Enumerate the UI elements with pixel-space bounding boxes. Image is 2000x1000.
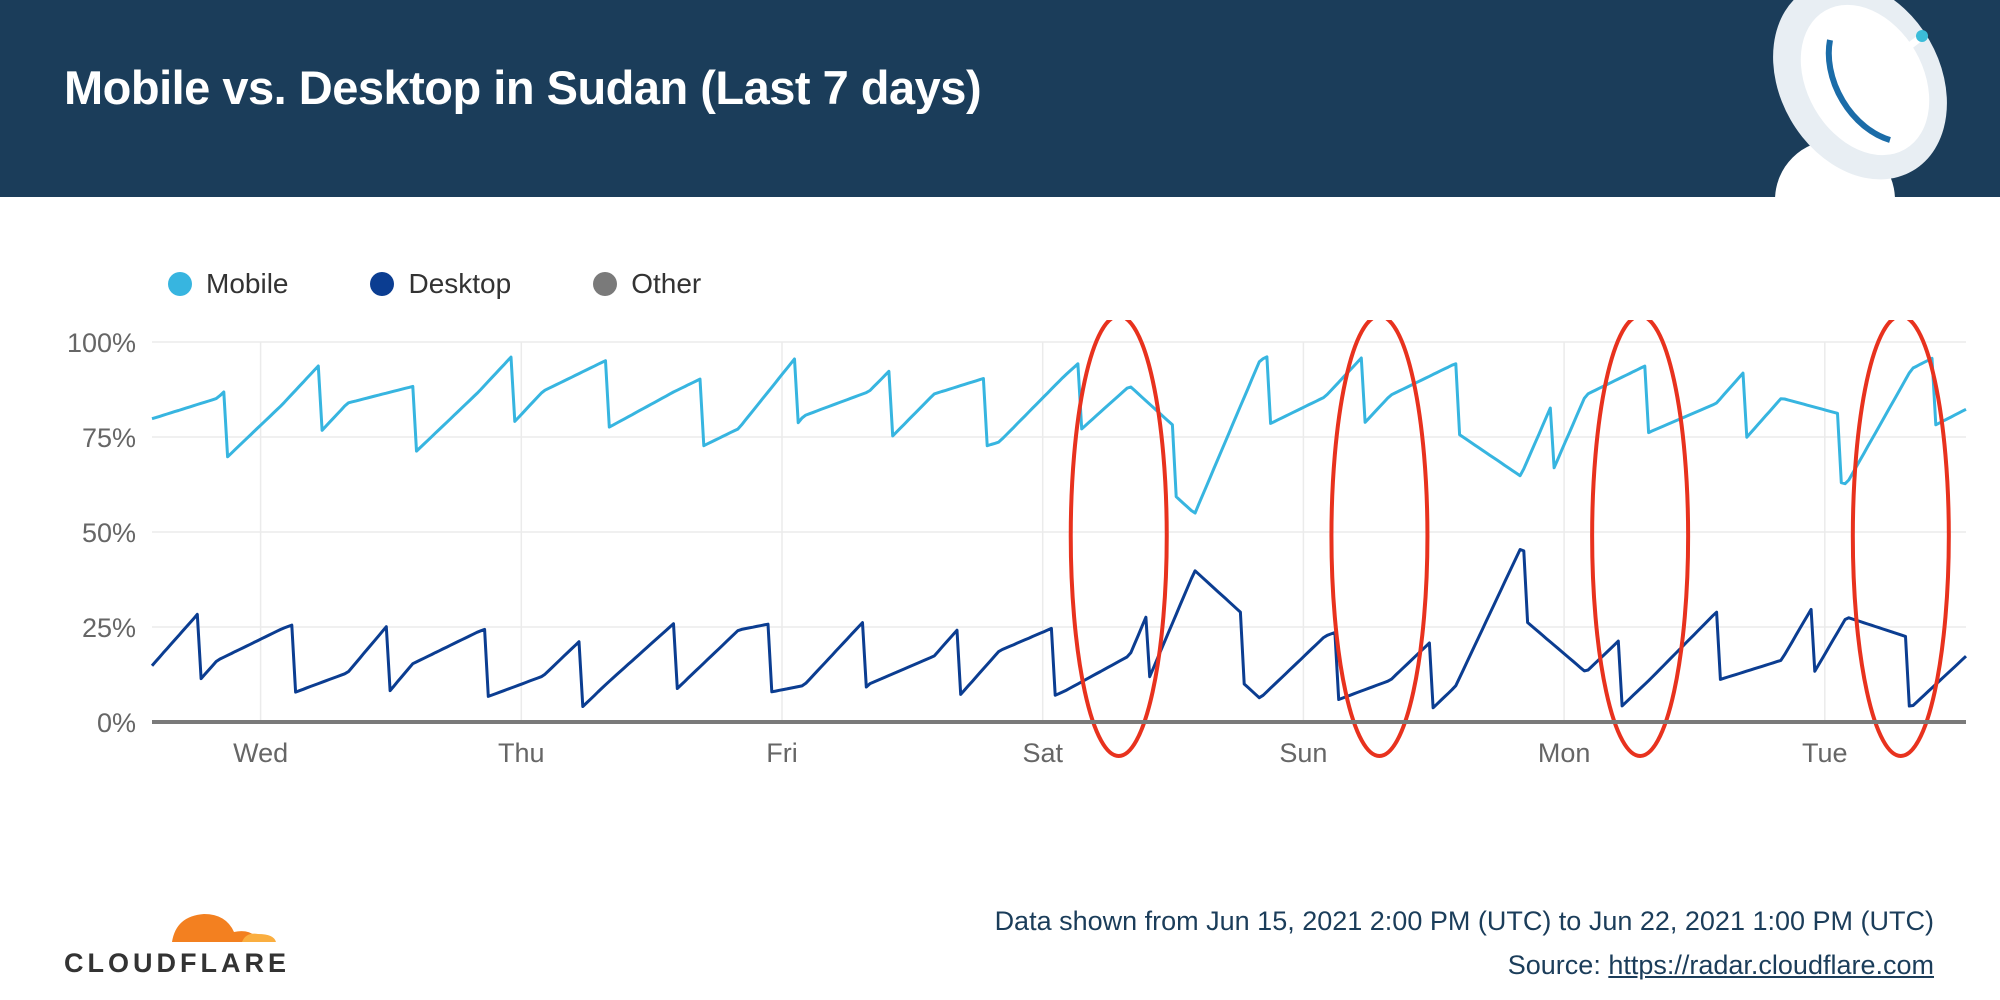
x-tick-label: Thu: [498, 738, 545, 768]
legend-other-label: Other: [631, 268, 702, 299]
x-tick-label: Wed: [233, 738, 288, 768]
chart-legend: Mobile Desktop Other: [168, 264, 783, 304]
annotation-ellipse: [1590, 320, 1691, 758]
legend-desktop-label: Desktop: [408, 268, 512, 299]
legend-item-desktop[interactable]: Desktop: [370, 268, 511, 300]
x-tick-label: Sun: [1279, 738, 1327, 768]
source-link[interactable]: https://radar.cloudflare.com: [1608, 950, 1934, 980]
x-tick-label: Mon: [1538, 738, 1591, 768]
brand-name: CLOUDFLARE: [64, 948, 290, 978]
y-tick-label: 50%: [82, 518, 136, 548]
x-tick-label: Tue: [1802, 738, 1848, 768]
header-banner: Mobile vs. Desktop in Sudan (Last 7 days…: [0, 0, 2000, 197]
x-tick-label: Sat: [1022, 738, 1063, 768]
legend-mobile-label: Mobile: [206, 268, 289, 299]
series-line-desktop: [150, 548, 1968, 710]
date-range-text: Data shown from Jun 15, 2021 2:00 PM (UT…: [994, 906, 1934, 936]
cloudflare-logo-icon: [172, 914, 276, 942]
page-title: Mobile vs. Desktop in Sudan (Last 7 days…: [64, 61, 982, 114]
legend-item-other[interactable]: Other: [593, 268, 701, 300]
satellite-dish-icon: [1773, 0, 1947, 197]
legend-other-dot: [593, 272, 618, 296]
y-tick-label: 100%: [67, 328, 136, 358]
line-chart: 0% 25% 50% 75% 100% Wed Thu Fri Sat Sun Mon Tue: [67, 320, 1968, 768]
series-line-mobile: [151, 355, 1967, 515]
x-tick-label: Fri: [766, 738, 797, 768]
y-tick-label: 75%: [82, 423, 136, 453]
legend-desktop-dot: [370, 272, 395, 296]
legend-mobile-dot: [168, 272, 192, 296]
legend-item-mobile[interactable]: Mobile: [168, 268, 288, 300]
y-tick-label: 25%: [82, 613, 136, 643]
source-line: Source: https://radar.cloudflare.com: [1508, 950, 1934, 981]
annotation-ellipse: [1329, 320, 1430, 758]
y-tick-label: 0%: [97, 708, 136, 738]
annotation-ellipse: [1850, 320, 1951, 758]
source-prefix: Source:: [1507, 950, 1609, 980]
annotation-ellipse: [1068, 320, 1169, 758]
